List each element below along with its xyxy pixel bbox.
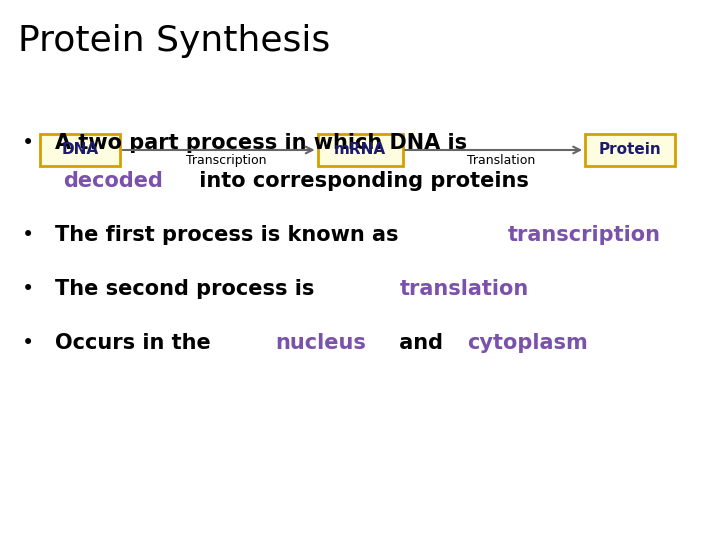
Text: cytoplasm: cytoplasm [467,333,588,353]
Text: translation: translation [400,279,528,299]
Text: nucleus: nucleus [275,333,366,353]
Text: into corresponding proteins: into corresponding proteins [192,171,528,191]
Text: The first process is known as: The first process is known as [55,225,406,245]
FancyBboxPatch shape [585,134,675,166]
Text: •: • [22,225,34,245]
Text: Protein Synthesis: Protein Synthesis [18,24,330,58]
Text: transcription: transcription [508,225,661,245]
Text: Translation: Translation [467,154,535,167]
Text: •: • [22,279,34,299]
Text: DNA: DNA [61,143,99,158]
Text: The second process is: The second process is [55,279,322,299]
Text: Protein: Protein [598,143,662,158]
FancyBboxPatch shape [318,134,402,166]
Text: Transcription: Transcription [186,154,266,167]
Text: •: • [22,333,34,353]
FancyBboxPatch shape [40,134,120,166]
Text: and: and [392,333,451,353]
Text: decoded: decoded [63,171,163,191]
Text: •: • [22,133,34,153]
Text: mRNA: mRNA [334,143,386,158]
Text: Occurs in the: Occurs in the [55,333,225,353]
Text: A two part process in which DNA is: A two part process in which DNA is [55,133,467,153]
